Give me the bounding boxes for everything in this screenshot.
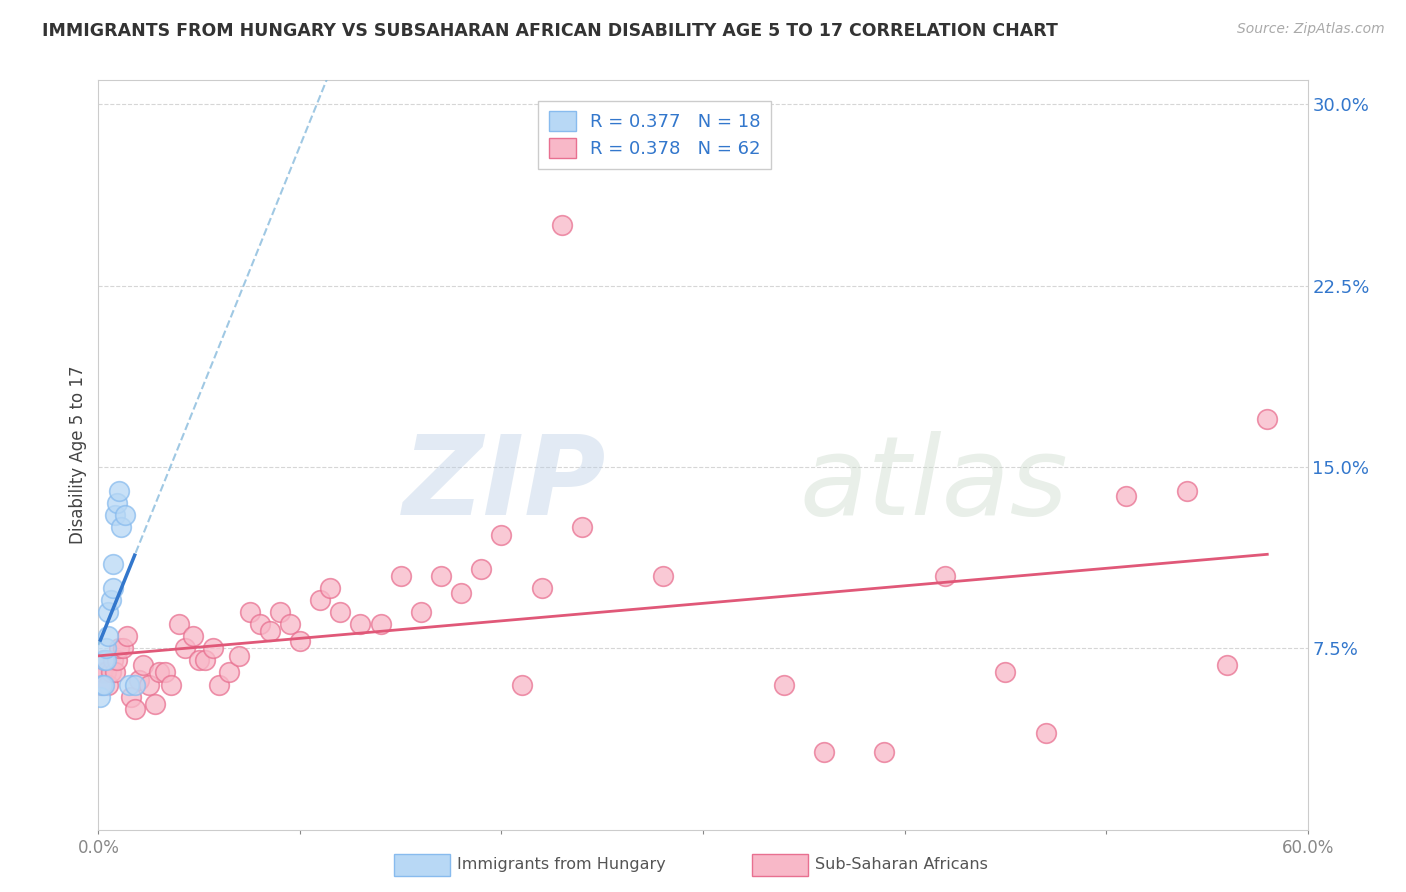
Point bbox=[430, 568, 453, 582]
Point bbox=[124, 702, 146, 716]
Point bbox=[114, 508, 136, 523]
Point bbox=[208, 677, 231, 691]
Point bbox=[132, 658, 155, 673]
Point bbox=[530, 581, 553, 595]
Point bbox=[409, 605, 432, 619]
Point bbox=[110, 520, 132, 534]
Point bbox=[101, 557, 124, 571]
Point bbox=[124, 677, 146, 691]
Point bbox=[97, 605, 120, 619]
Point bbox=[91, 677, 114, 691]
Point bbox=[181, 629, 204, 643]
Point bbox=[96, 665, 118, 680]
Point bbox=[160, 677, 183, 691]
Point bbox=[349, 617, 371, 632]
Point bbox=[138, 677, 160, 691]
Point bbox=[89, 677, 111, 691]
Y-axis label: Disability Age 5 to 17: Disability Age 5 to 17 bbox=[69, 366, 87, 544]
Point bbox=[309, 593, 332, 607]
Text: ZIP: ZIP bbox=[402, 432, 606, 539]
Point bbox=[329, 605, 352, 619]
Point bbox=[97, 677, 120, 691]
Point bbox=[148, 665, 170, 680]
Text: IMMIGRANTS FROM HUNGARY VS SUBSAHARAN AFRICAN DISABILITY AGE 5 TO 17 CORRELATION: IMMIGRANTS FROM HUNGARY VS SUBSAHARAN AF… bbox=[42, 22, 1059, 40]
Point bbox=[93, 653, 115, 667]
Point bbox=[1115, 489, 1137, 503]
Point bbox=[96, 653, 118, 667]
Point bbox=[994, 665, 1017, 680]
Point bbox=[319, 581, 342, 595]
Text: Immigrants from Hungary: Immigrants from Hungary bbox=[457, 857, 665, 872]
Point bbox=[153, 665, 176, 680]
Point bbox=[202, 641, 225, 656]
Point bbox=[97, 629, 120, 643]
Point bbox=[571, 520, 593, 534]
Point bbox=[873, 745, 896, 759]
Point bbox=[813, 745, 835, 759]
Point bbox=[772, 677, 794, 691]
Text: Sub-Saharan Africans: Sub-Saharan Africans bbox=[815, 857, 988, 872]
Point bbox=[115, 629, 138, 643]
Point bbox=[100, 665, 122, 680]
Point bbox=[450, 585, 472, 599]
Point bbox=[93, 677, 115, 691]
Text: Source: ZipAtlas.com: Source: ZipAtlas.com bbox=[1237, 22, 1385, 37]
Point bbox=[651, 568, 673, 582]
Point bbox=[218, 665, 240, 680]
Point bbox=[103, 508, 125, 523]
Point bbox=[249, 617, 271, 632]
Point bbox=[370, 617, 392, 632]
Point bbox=[551, 219, 574, 233]
Point bbox=[239, 605, 262, 619]
Point bbox=[389, 568, 412, 582]
Point bbox=[228, 648, 250, 663]
Point bbox=[120, 690, 142, 704]
Point bbox=[1256, 411, 1278, 425]
Legend: R = 0.377   N = 18, R = 0.378   N = 62: R = 0.377 N = 18, R = 0.378 N = 62 bbox=[537, 101, 772, 169]
Point bbox=[143, 697, 166, 711]
Point bbox=[934, 568, 956, 582]
Point bbox=[103, 665, 125, 680]
Point bbox=[118, 677, 141, 691]
Point bbox=[105, 496, 128, 510]
Point bbox=[167, 617, 190, 632]
Point bbox=[107, 484, 129, 499]
Point bbox=[91, 665, 114, 680]
Point bbox=[259, 624, 281, 639]
Point bbox=[269, 605, 291, 619]
Point bbox=[111, 641, 134, 656]
Point bbox=[93, 653, 115, 667]
Point bbox=[470, 561, 492, 575]
Point bbox=[194, 653, 217, 667]
Point bbox=[491, 527, 513, 541]
Point bbox=[101, 581, 124, 595]
Point bbox=[288, 634, 311, 648]
Point bbox=[89, 690, 111, 704]
Point bbox=[101, 653, 124, 667]
Point bbox=[105, 653, 128, 667]
Point bbox=[1175, 484, 1198, 499]
Point bbox=[96, 641, 118, 656]
Point bbox=[188, 653, 211, 667]
Point bbox=[107, 641, 129, 656]
Point bbox=[174, 641, 197, 656]
Point bbox=[128, 673, 150, 687]
Point bbox=[100, 593, 122, 607]
Text: atlas: atlas bbox=[800, 432, 1069, 539]
Point bbox=[278, 617, 301, 632]
Point bbox=[510, 677, 533, 691]
Point bbox=[1035, 726, 1057, 740]
Point bbox=[1216, 658, 1239, 673]
